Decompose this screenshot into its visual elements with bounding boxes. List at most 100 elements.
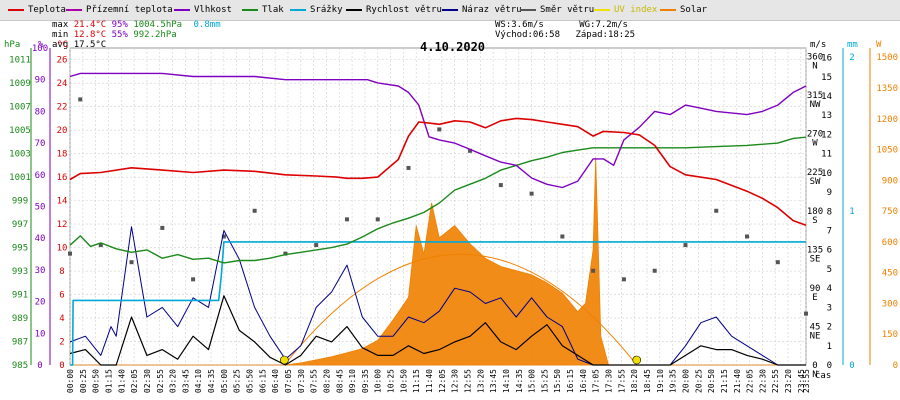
tick-label-humidity: 90 — [35, 76, 46, 86]
series-gust-line — [69, 226, 806, 366]
legend-swatch — [660, 8, 676, 11]
chart-date: 4.10.2020 — [420, 40, 486, 54]
legend-swatch — [174, 8, 190, 11]
series-direction-point — [406, 165, 411, 170]
series-direction-point — [498, 183, 503, 188]
tick-label-pressure: 993 — [12, 267, 28, 277]
series-direction-point — [775, 260, 780, 265]
x-tick-label: 12:30 — [451, 369, 460, 393]
x-tick-label: 18:45 — [643, 369, 652, 393]
tick-label-direction-deg: 360 — [807, 53, 823, 63]
tick-label-temperature: 18 — [57, 150, 68, 160]
uv-sun-marker — [280, 355, 289, 365]
tick-label-temperature: 2 — [59, 338, 64, 348]
x-tick-label: 07:05 — [284, 369, 293, 393]
unit-mm: mm — [847, 40, 858, 50]
tick-label-wind: 3 — [827, 303, 832, 313]
tick-label-temperature: 14 — [57, 197, 68, 207]
series-rain-line — [70, 241, 806, 366]
solar-clear-sky-arc — [283, 253, 638, 366]
tick-label-direction-name: N — [812, 62, 817, 72]
x-tick-label: 05:50 — [246, 369, 255, 393]
tick-label-wind: 14 — [821, 92, 832, 102]
unit-pct: % — [38, 40, 44, 50]
legend-item: Směr větru — [520, 4, 594, 16]
x-tick-label: 09:10 — [348, 369, 357, 393]
unit-w: W — [876, 40, 882, 50]
uv-sun-marker — [632, 355, 642, 365]
legend-item: Vlhkost — [174, 4, 232, 16]
x-tick-label: 21:15 — [720, 369, 729, 393]
x-tick-label: 13:20 — [476, 369, 485, 393]
x-tick-label: 00:00 — [66, 369, 75, 393]
tick-label-wind: 16 — [821, 54, 832, 64]
series-direction-point — [314, 243, 319, 248]
tick-label-temperature: 8 — [59, 267, 64, 277]
stat-max-temp: 21.4°C — [73, 20, 107, 30]
series-direction-point — [745, 234, 750, 239]
legend-swatch — [290, 8, 306, 11]
x-tick-label: 08:20 — [322, 369, 331, 393]
legend-label: Náraz větru — [462, 5, 522, 15]
tick-label-wind: 5 — [827, 265, 832, 275]
tick-label-pressure: 1003 — [9, 150, 31, 160]
tick-label-solar: 0 — [893, 361, 898, 371]
stat-ws: WS:3.6m/s — [495, 20, 544, 30]
tick-label-direction-deg: 315 — [807, 91, 823, 101]
series-wind-line — [69, 295, 806, 366]
x-tick-label: 12:55 — [463, 369, 472, 393]
series-pressure-line — [69, 136, 807, 264]
tick-label-direction-name: E — [812, 293, 817, 303]
series-direction-point — [252, 208, 257, 213]
tick-label-wind: 2 — [827, 323, 832, 333]
x-tick-label: 01:40 — [117, 369, 126, 393]
legend-item: Srážky — [290, 4, 343, 16]
legend: Teplota Přízemní teplota Vlhkost Tlak Srážky… — [0, 0, 900, 21]
x-tick-label: 05:25 — [233, 369, 242, 393]
tick-label-pressure: 1001 — [9, 173, 31, 183]
series-direction-point — [283, 251, 288, 256]
tick-label-direction-deg: 180 — [807, 207, 823, 217]
series-direction-point — [221, 234, 226, 239]
tick-label-humidity: 0 — [37, 361, 42, 371]
legend-label: Rychlost větru — [366, 5, 442, 15]
x-tick-label: 18:20 — [630, 369, 639, 393]
legend-item: Náraz větru — [442, 4, 522, 16]
legend-item: Rychlost větru — [346, 4, 442, 16]
series-direction-point — [375, 217, 380, 222]
tick-label-direction-name: NE — [810, 331, 821, 341]
tick-label-temperature: 4 — [59, 314, 64, 324]
tick-label-direction-deg: 45 — [810, 322, 821, 332]
legend-swatch — [520, 8, 536, 11]
legend-label: Přízemní teplota — [86, 5, 173, 15]
x-tick-label: 05:00 — [220, 369, 229, 393]
x-tick-label: 14:10 — [502, 369, 511, 393]
tick-label-pressure: 1007 — [9, 103, 31, 113]
x-tick-label: 15:25 — [540, 369, 549, 393]
legend-label: Tlak — [262, 5, 284, 15]
tick-label-solar: 600 — [882, 238, 898, 248]
legend-label: Směr větru — [540, 5, 595, 15]
tick-label-pressure: 991 — [12, 291, 28, 301]
tick-label-humidity: 30 — [35, 266, 46, 276]
stat-min-hum: 55% — [111, 30, 128, 40]
tick-label-solar: 1350 — [876, 84, 898, 94]
series-direction-point — [652, 268, 657, 273]
tick-label-wind: 4 — [827, 284, 832, 294]
tick-label-pressure: 995 — [12, 244, 28, 254]
series-direction-point — [591, 268, 596, 273]
tick-label-pressure: 989 — [12, 314, 28, 324]
stat-avg-label: avg — [52, 40, 69, 50]
legend-label: Teplota — [28, 5, 66, 15]
series-direction-point — [804, 311, 808, 316]
tick-label-humidity: 80 — [35, 107, 46, 117]
legend-item: Přízemní teplota — [66, 4, 173, 16]
stat-min-label: min — [52, 30, 69, 40]
tick-label-pressure: 1005 — [9, 126, 31, 136]
x-tick-label: 07:30 — [297, 369, 306, 393]
tick-label-direction-deg: 225 — [807, 168, 823, 178]
x-tick-label: 03:20 — [169, 369, 178, 393]
x-tick-label: 22:30 — [758, 369, 767, 393]
x-tick-label: 10:00 — [374, 369, 383, 393]
x-tick-label: 17:05 — [592, 369, 601, 393]
